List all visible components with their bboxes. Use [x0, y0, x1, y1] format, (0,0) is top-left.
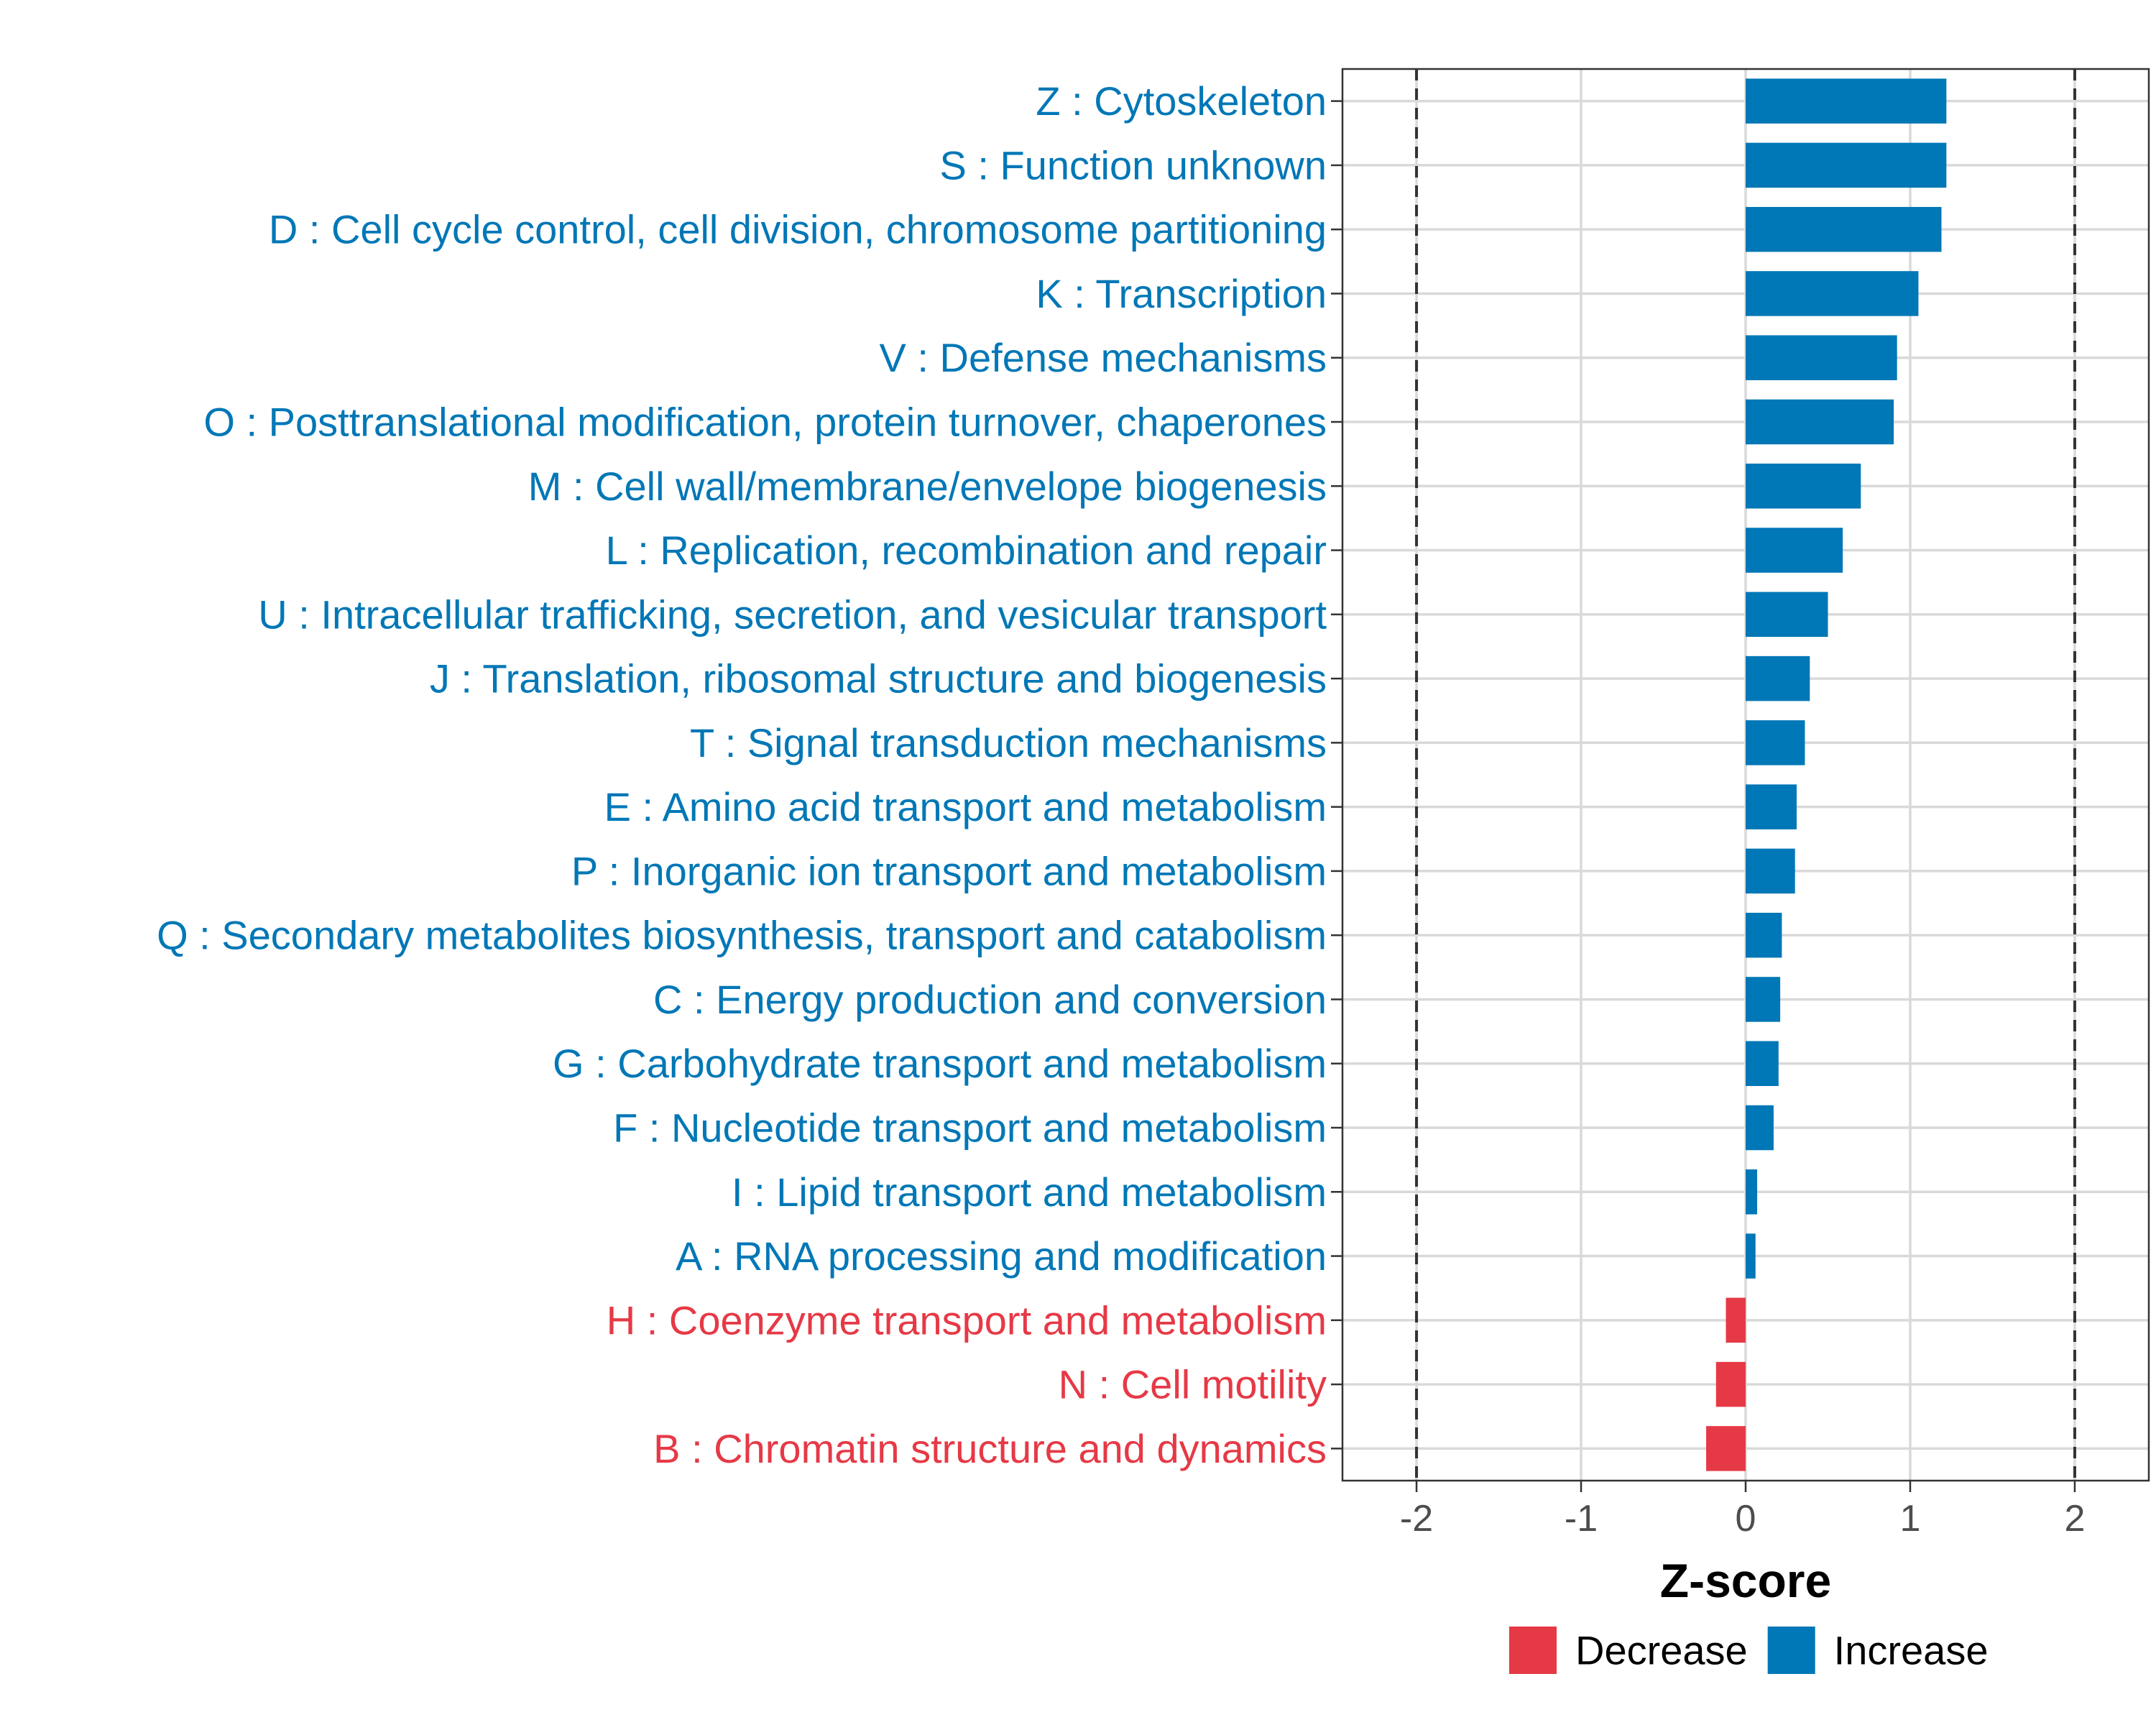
x-tick-label: 0 [1736, 1498, 1756, 1540]
bar-increase [1746, 656, 1810, 702]
bar-increase [1746, 1105, 1774, 1151]
category-label: C : Energy production and conversion [653, 977, 1327, 1022]
legend-item-decrease[interactable]: Decrease [1509, 1627, 1748, 1674]
bar-decrease [1726, 1297, 1746, 1343]
x-axis-title: Z-score [1660, 1554, 1831, 1607]
bar-increase [1746, 335, 1897, 380]
bar-increase [1746, 848, 1795, 894]
bar-increase [1746, 977, 1781, 1022]
category-label: F : Nucleotide transport and metabolism [613, 1105, 1327, 1151]
category-label: U : Intracellular trafficking, secretion… [258, 592, 1327, 637]
category-label: E : Amino acid transport and metabolism [604, 784, 1327, 829]
legend-key [1767, 1627, 1815, 1674]
bar-increase [1746, 206, 1942, 252]
bars [1706, 78, 1947, 1471]
category-label: J : Translation, ribosomal structure and… [430, 656, 1327, 702]
bar-increase [1746, 1233, 1756, 1279]
category-label: P : Inorganic ion transport and metaboli… [571, 848, 1327, 893]
category-label: S : Function unknown [939, 142, 1327, 188]
x-tick-label: 1 [1900, 1498, 1921, 1540]
category-label: I : Lipid transport and metabolism [732, 1169, 1327, 1215]
category-labels: Z : Cytoskeleton S : Function unknown D : … [157, 78, 1327, 1471]
x-tick-label: 2 [2064, 1498, 2085, 1540]
category-label: H : Coenzyme transport and metabolism [607, 1297, 1327, 1343]
category-label: B : Chromatin structure and dynamics [653, 1426, 1327, 1471]
legend-label: Decrease [1575, 1628, 1748, 1673]
bar-increase [1746, 784, 1797, 829]
legend-key [1509, 1627, 1557, 1674]
category-label: G : Carbohydrate transport and metabolis… [553, 1041, 1327, 1086]
category-label: N : Cell motility [1059, 1362, 1327, 1407]
category-label: T : Signal transduction mechanisms [690, 720, 1327, 765]
x-tick-label: -1 [1565, 1498, 1598, 1540]
category-label: K : Transcription [1036, 271, 1327, 316]
bar-increase [1746, 399, 1894, 445]
y-axis-ticks [1331, 100, 1342, 1450]
bar-increase [1746, 78, 1947, 124]
bar-decrease [1715, 1361, 1746, 1407]
category-label: Q : Secondary metabolites biosynthesis, … [157, 913, 1327, 958]
bar-increase [1746, 528, 1843, 573]
category-label: A : RNA processing and modification [676, 1233, 1327, 1279]
bar-decrease [1706, 1426, 1746, 1471]
legend-item-increase[interactable]: Increase [1767, 1627, 1989, 1674]
legend[interactable]: Decrease Increase [1509, 1627, 1988, 1674]
bar-increase [1746, 1041, 1779, 1086]
x-tick-label: -2 [1400, 1498, 1433, 1540]
category-label: O : Posttranslational modification, prot… [203, 400, 1327, 445]
legend-label: Increase [1834, 1628, 1989, 1673]
category-label: M : Cell wall/membrane/envelope biogenes… [528, 464, 1327, 509]
bar-increase [1746, 912, 1782, 958]
bar-increase [1746, 592, 1828, 638]
bar-increase [1746, 464, 1861, 509]
category-label: D : Cell cycle control, cell division, c… [269, 207, 1327, 252]
bar-increase [1746, 1169, 1758, 1215]
bar-increase [1746, 142, 1947, 188]
category-label: V : Defense mechanisms [880, 335, 1327, 380]
reference-lines [1415, 69, 2076, 1481]
bar-increase [1746, 271, 1919, 316]
x-axis-ticks: -2 -1 0 1 2 [1400, 1481, 2085, 1540]
category-label: L : Replication, recombination and repai… [606, 528, 1327, 573]
category-label: Z : Cytoskeleton [1036, 78, 1327, 124]
bar-increase [1746, 720, 1805, 765]
